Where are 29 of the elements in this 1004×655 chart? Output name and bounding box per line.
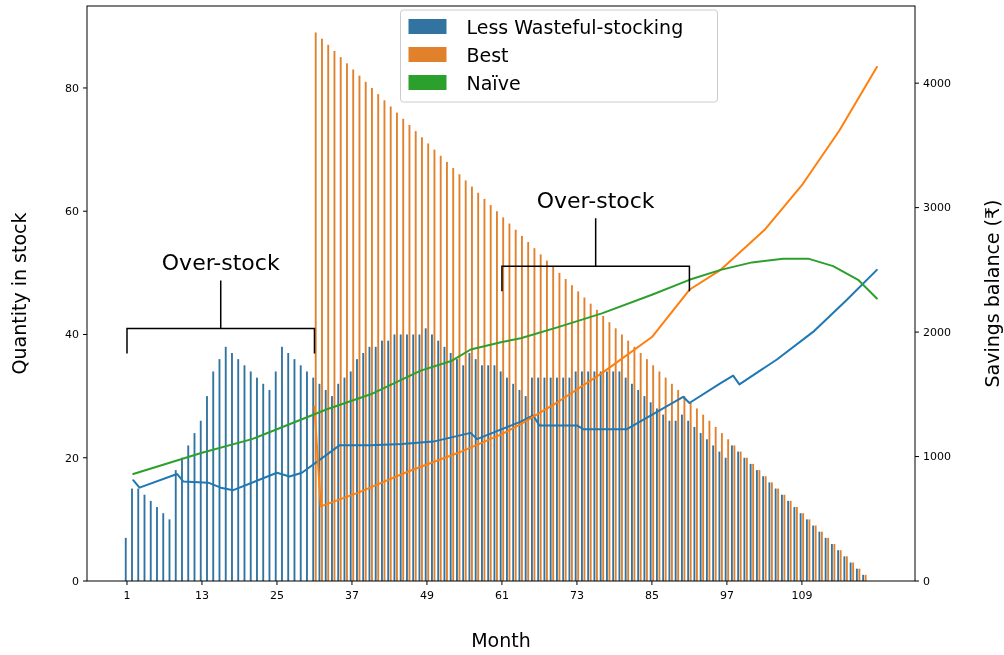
x-tick-label: 1	[123, 589, 131, 602]
legend-label: Best	[466, 43, 509, 66]
x-axis-title: Month	[471, 629, 531, 651]
y2-tick-label: 2000	[923, 325, 951, 339]
annotation: Over-stock	[536, 187, 655, 213]
y-tick-label: 20	[65, 451, 79, 465]
y-tick-label: 40	[65, 328, 79, 342]
x-tick-label: 49	[419, 589, 434, 602]
x-tick-label: 97	[719, 589, 734, 602]
y-tick-label: 0	[72, 574, 79, 588]
annotation: Over-stock	[161, 250, 280, 276]
y2-tick-label: 4000	[923, 77, 951, 91]
y2-tick-label: 1000	[923, 450, 951, 464]
x-tick-label: 73	[569, 589, 584, 602]
y-tick-label: 80	[65, 81, 79, 95]
x-tick-label: 61	[494, 589, 509, 602]
x-tick-label: 37	[344, 589, 359, 602]
legend-label: Naïve	[466, 71, 521, 94]
x-tick-label: 109	[791, 589, 813, 602]
x-tick-label: 85	[644, 589, 659, 602]
line-series	[313, 65, 878, 508]
legend-label: Less Wasteful-stocking	[466, 15, 684, 38]
y-axis-title: Quantity in stock	[8, 212, 30, 375]
x-tick-label: 25	[269, 589, 284, 602]
y2-tick-label: 0	[923, 574, 930, 588]
y2-tick-label: 3000	[923, 201, 951, 215]
x-tick-label: 13	[194, 589, 209, 602]
y-tick-label: 60	[65, 205, 79, 219]
y2-axis-title: Savings balance (₹)	[981, 199, 1003, 388]
